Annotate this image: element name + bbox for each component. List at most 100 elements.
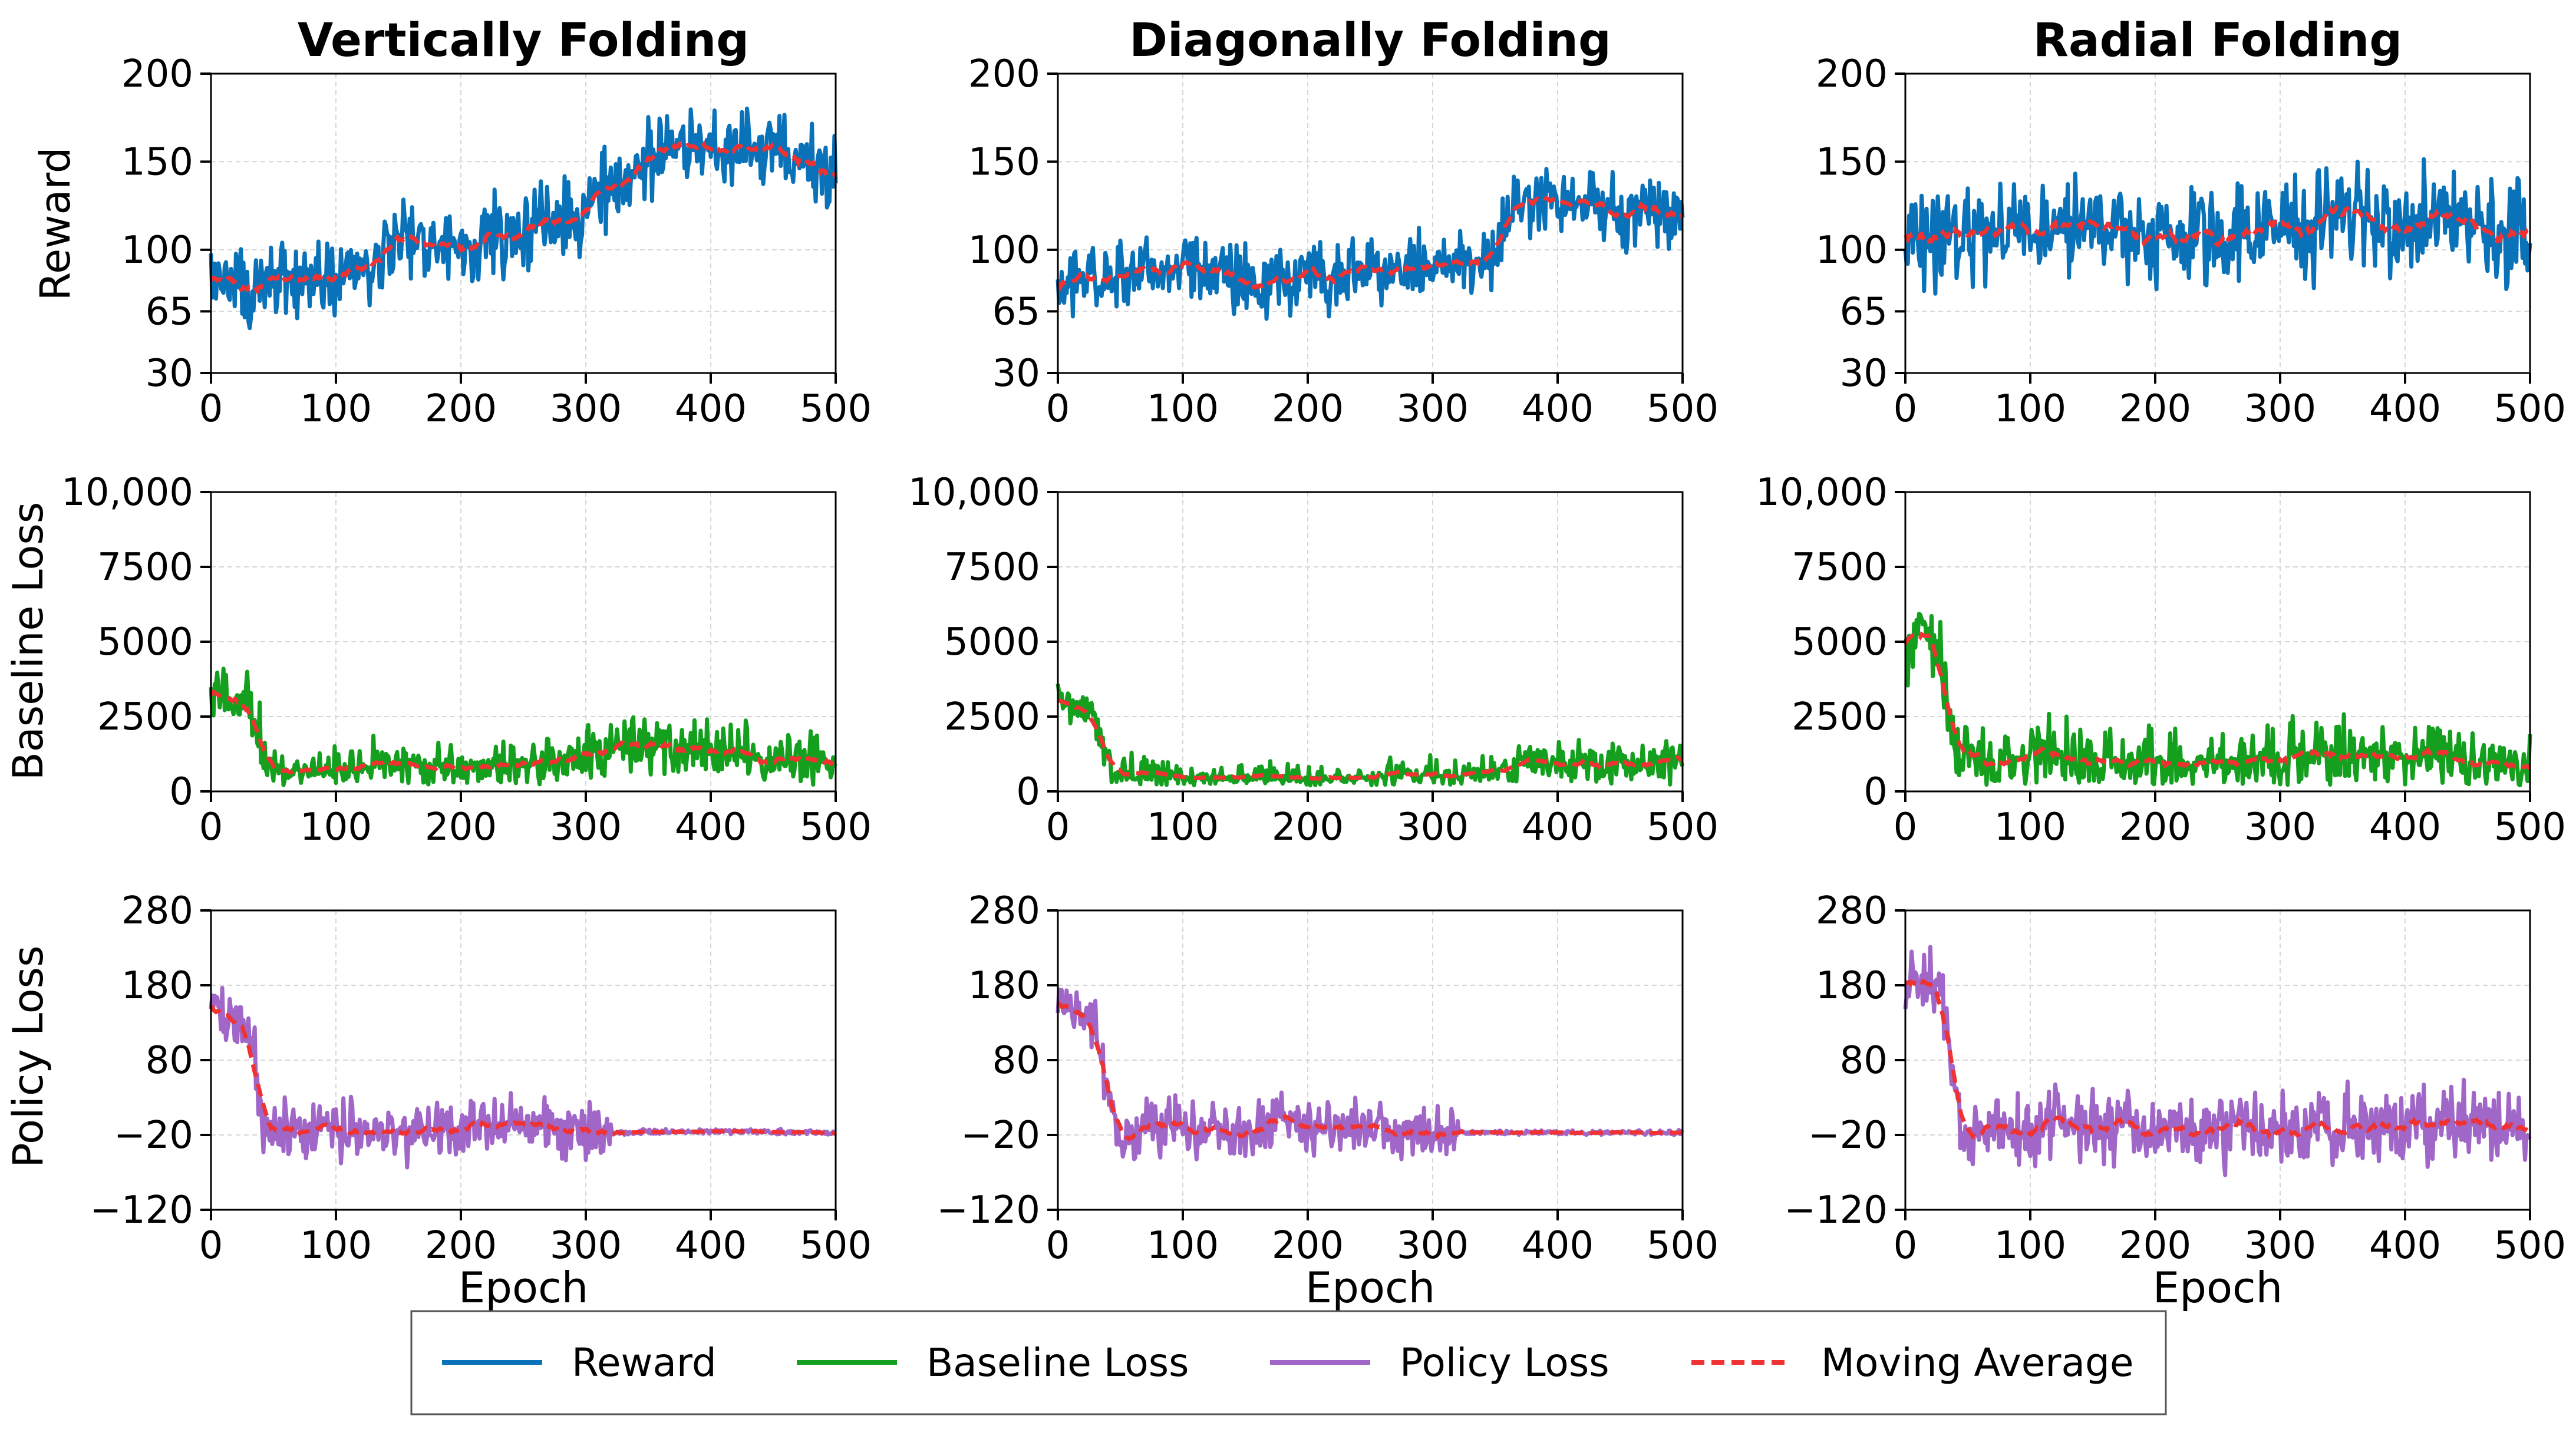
x-tick-label: 500 xyxy=(1647,1224,1719,1268)
y-tick-label: 180 xyxy=(121,964,193,1008)
moving-average-line xyxy=(209,1004,836,1137)
x-tick-label: 100 xyxy=(1147,806,1219,849)
y-tick-label: 100 xyxy=(1816,229,1888,272)
y-tick-label: 200 xyxy=(121,52,193,96)
y-tick-label: 200 xyxy=(1816,52,1888,96)
y-tick-label: −120 xyxy=(90,1189,193,1232)
y-tick-label: 100 xyxy=(968,229,1040,272)
x-tick-label: 100 xyxy=(1994,387,2066,431)
x-tick-label: 400 xyxy=(675,1224,747,1268)
y-tick-label: 180 xyxy=(968,964,1040,1008)
y-tick-label: 5000 xyxy=(1792,621,1888,664)
x-tick-label: 400 xyxy=(2369,806,2441,849)
y-tick-label: 10,000 xyxy=(61,471,193,514)
moving-average-line xyxy=(1056,698,1684,781)
x-tick-label: 400 xyxy=(2369,387,2441,431)
x-tick-label: 200 xyxy=(1272,387,1344,431)
y-tick-label: 180 xyxy=(1816,964,1888,1008)
x-tick-label: 300 xyxy=(550,1224,622,1268)
column-title: Radial Folding xyxy=(2033,14,2402,67)
x-tick-label: 300 xyxy=(1397,387,1469,431)
x-tick-label: 200 xyxy=(425,806,497,849)
column-titles: Vertically Folding Diagonally Folding Ra… xyxy=(298,14,2402,67)
y-tick-label: 65 xyxy=(992,290,1040,334)
x-tick-label: 100 xyxy=(300,387,372,431)
row-label-reward: Reward xyxy=(31,147,80,301)
x-tick-label: 0 xyxy=(1046,387,1070,431)
y-tick-label: −120 xyxy=(1784,1189,1888,1232)
y-tick-label: 10,000 xyxy=(1756,471,1888,514)
y-tick-label: 30 xyxy=(1840,352,1888,395)
moving-average-line xyxy=(209,688,836,775)
row-label-baseline-loss: Baseline Loss xyxy=(4,502,52,781)
panel-policy-col0: −120 −20 80 180 280 0 100 200 300 400 500 xyxy=(90,889,872,1268)
x-tick-label: 100 xyxy=(300,806,372,849)
x-tick-label: 100 xyxy=(300,1224,372,1268)
y-tick-label: 2500 xyxy=(944,695,1040,739)
x-tick-label: 0 xyxy=(1894,1224,1918,1268)
moving-average-line xyxy=(1905,978,2532,1140)
x-axis-labels: Epoch Epoch Epoch xyxy=(459,1263,2283,1312)
series-line-reward xyxy=(209,106,838,331)
panel-baseline-col1: 0 2500 5000 7500 10,000 0 100 200 300 400 500 xyxy=(908,471,1719,849)
x-tick-label: 400 xyxy=(1522,387,1594,431)
legend: Reward Baseline Loss Policy Loss Moving … xyxy=(410,1310,2167,1415)
legend-label-policy-loss: Policy Loss xyxy=(1400,1340,1609,1385)
x-tick-label: 500 xyxy=(800,1224,872,1268)
y-tick-label: 2500 xyxy=(97,695,193,739)
panel-reward-col2: 30 65 100 150 200 0 100 200 300 400 500 xyxy=(1816,52,2566,431)
y-tick-label: 280 xyxy=(1816,889,1888,933)
legend-label-moving-average: Moving Average xyxy=(1821,1340,2133,1385)
x-tick-label: 300 xyxy=(1397,1224,1469,1268)
panel-baseline-col2: 0 2500 5000 7500 10,000 0 100 200 300 400 500 xyxy=(1756,471,2566,849)
moving-average-line xyxy=(1904,203,2532,248)
series-line-policy xyxy=(1056,987,1684,1161)
panel-baseline-col0: 0 2500 5000 7500 10,000 0 100 200 300 400 500 xyxy=(61,471,872,849)
x-tick-label: 200 xyxy=(1272,1224,1344,1268)
x-tick-label: 100 xyxy=(1994,1224,2066,1268)
x-tick-label: 500 xyxy=(1647,387,1719,431)
x-tick-label: 500 xyxy=(1647,806,1719,849)
axes-frame xyxy=(1904,72,2531,374)
y-tick-label: 7500 xyxy=(97,546,193,589)
y-tick-label: −20 xyxy=(114,1114,193,1157)
x-tick-label: 0 xyxy=(1046,1224,1070,1268)
axes-frame xyxy=(210,72,837,374)
x-tick-label: 300 xyxy=(2244,1224,2316,1268)
row-labels: Reward Baseline Loss Policy Loss xyxy=(4,147,80,1168)
y-tick-label: 200 xyxy=(968,52,1040,96)
y-tick-label: 5000 xyxy=(97,621,193,664)
series-line-baseline xyxy=(209,666,837,787)
y-tick-label: 150 xyxy=(121,140,193,184)
column-title: Vertically Folding xyxy=(298,14,749,67)
y-tick-label: 7500 xyxy=(1792,546,1888,589)
panel-policy-col2: −120 −20 80 180 280 0 100 200 300 400 500 xyxy=(1784,889,2566,1268)
y-tick-label: 10,000 xyxy=(908,471,1040,514)
y-tick-label: 65 xyxy=(146,290,193,334)
x-tick-label: 400 xyxy=(2369,1224,2441,1268)
moving-average-line xyxy=(1057,1001,1683,1141)
panel-reward-col0: 30 65 100 150 200 0 100 200 300 400 500 xyxy=(121,52,872,431)
x-tick-label: 300 xyxy=(1397,806,1469,849)
column-title: Diagonally Folding xyxy=(1129,14,1611,67)
y-tick-label: 80 xyxy=(1840,1039,1888,1083)
legend-label-baseline-loss: Baseline Loss xyxy=(926,1340,1189,1385)
x-tick-label: 0 xyxy=(199,1224,223,1268)
legend-label-reward: Reward xyxy=(572,1340,717,1385)
y-tick-label: −120 xyxy=(936,1189,1040,1232)
x-tick-label: 200 xyxy=(1272,806,1344,849)
x-tick-label: 300 xyxy=(2244,387,2316,431)
moving-average-line xyxy=(209,140,837,295)
x-tick-label: 300 xyxy=(550,806,622,849)
series-line-baseline xyxy=(1056,684,1685,788)
x-axis-label: Epoch xyxy=(1305,1263,1435,1312)
x-tick-label: 500 xyxy=(800,387,872,431)
x-axis-label: Epoch xyxy=(2153,1263,2283,1312)
y-tick-label: 150 xyxy=(968,140,1040,184)
axes-frame xyxy=(1057,72,1684,374)
y-tick-label: 80 xyxy=(992,1039,1040,1083)
y-tick-label: 7500 xyxy=(944,546,1040,589)
y-tick-label: 280 xyxy=(121,889,193,933)
legend-box xyxy=(410,1310,2167,1415)
